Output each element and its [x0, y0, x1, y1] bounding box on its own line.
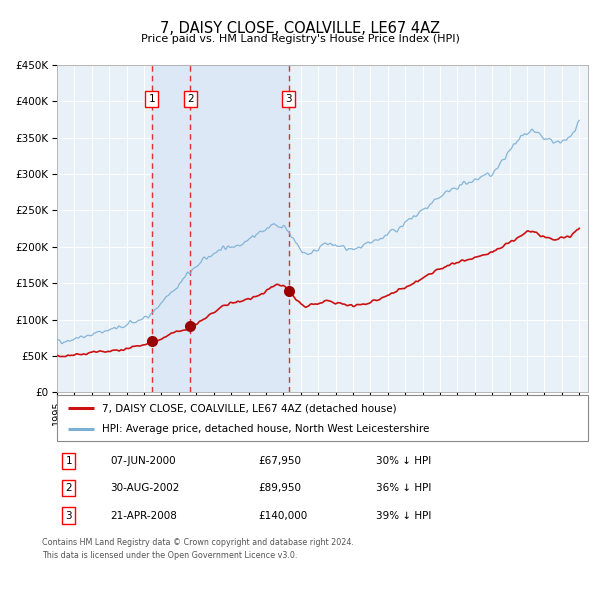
Text: This data is licensed under the Open Government Licence v3.0.: This data is licensed under the Open Gov… [42, 551, 298, 560]
Bar [579, 65, 588, 392]
Text: 1: 1 [65, 456, 72, 466]
Bar [152, 65, 289, 392]
Text: 36% ↓ HPI: 36% ↓ HPI [376, 483, 431, 493]
Text: 30-AUG-2002: 30-AUG-2002 [110, 483, 179, 493]
Text: 3: 3 [65, 510, 72, 520]
Text: Price paid vs. HM Land Registry's House Price Index (HPI): Price paid vs. HM Land Registry's House … [140, 34, 460, 44]
Text: 3: 3 [285, 94, 292, 104]
Text: 7, DAISY CLOSE, COALVILLE, LE67 4AZ: 7, DAISY CLOSE, COALVILLE, LE67 4AZ [160, 21, 440, 35]
Text: 2: 2 [187, 94, 194, 104]
Text: £140,000: £140,000 [259, 510, 308, 520]
Text: HPI: Average price, detached house, North West Leicestershire: HPI: Average price, detached house, Nort… [102, 424, 430, 434]
Text: 7, DAISY CLOSE, COALVILLE, LE67 4AZ (detached house): 7, DAISY CLOSE, COALVILLE, LE67 4AZ (det… [102, 403, 397, 413]
Text: 21-APR-2008: 21-APR-2008 [110, 510, 177, 520]
Text: 2: 2 [65, 483, 72, 493]
Text: 39% ↓ HPI: 39% ↓ HPI [376, 510, 431, 520]
Text: 30% ↓ HPI: 30% ↓ HPI [376, 456, 431, 466]
FancyBboxPatch shape [57, 395, 588, 441]
Text: Contains HM Land Registry data © Crown copyright and database right 2024.: Contains HM Land Registry data © Crown c… [42, 538, 354, 547]
Text: £89,950: £89,950 [259, 483, 302, 493]
Text: 07-JUN-2000: 07-JUN-2000 [110, 456, 176, 466]
Text: 1: 1 [148, 94, 155, 104]
Text: £67,950: £67,950 [259, 456, 302, 466]
